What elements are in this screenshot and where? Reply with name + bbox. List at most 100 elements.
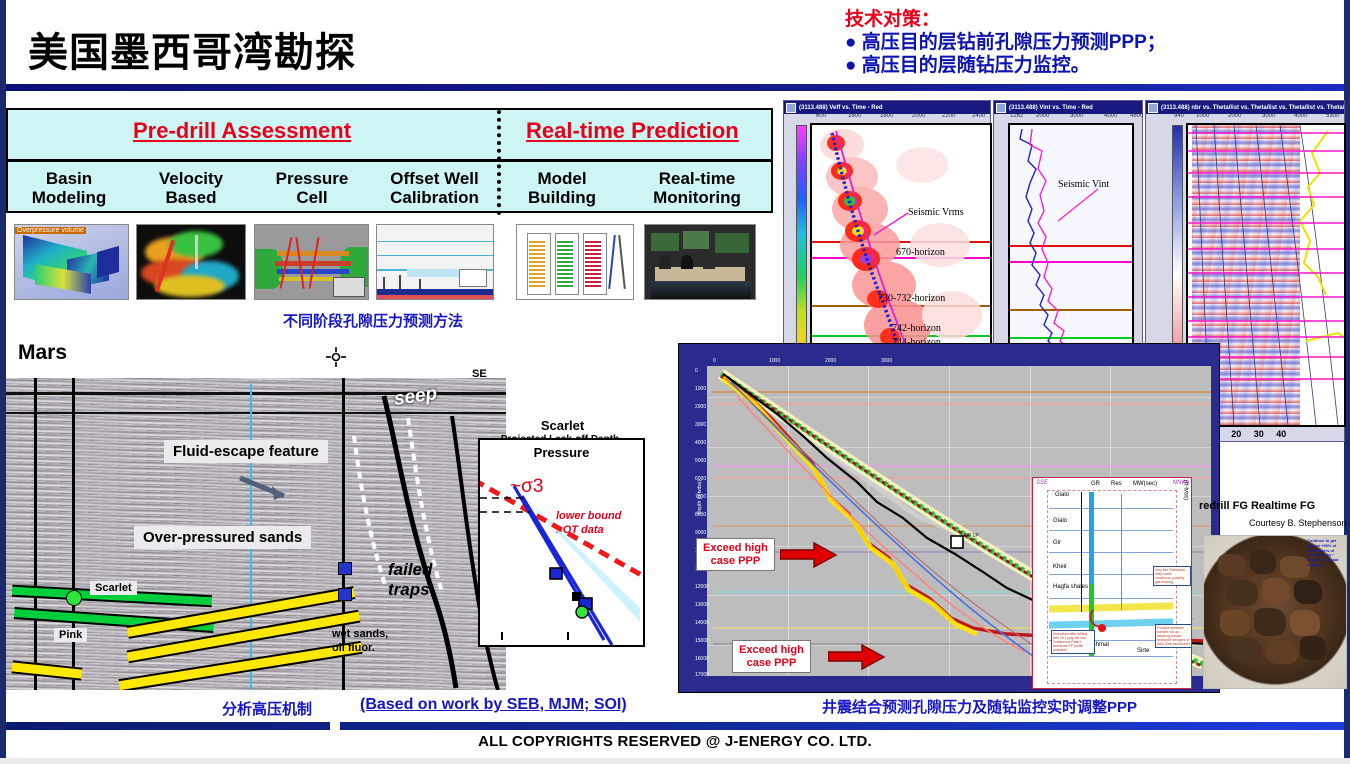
ppp-ytick-7: 7000: [695, 494, 707, 500]
well-track-1: [34, 378, 37, 690]
caption-attribution: (Based on work by SEB, MJM; SOI): [360, 696, 627, 713]
well-pick-square-2: [338, 588, 352, 601]
mars-section-title: Mars: [18, 341, 68, 364]
well-track-3: [342, 378, 345, 690]
workflow-caption: 不同阶段孔隙压力预测方法: [283, 313, 464, 330]
window-icon: [786, 102, 796, 113]
ppp-ytick-15: 15000: [695, 638, 709, 644]
velocity-panel-gather-titlebar[interactable]: (3113.488) nbr vs. Theta/list vs. Theta/…: [1146, 101, 1344, 114]
thumbnail-model-building: [516, 224, 634, 300]
tag-oil-fluor: oil fluor.: [332, 642, 375, 654]
callout-2-arrow-icon: [828, 644, 886, 670]
ppp-ytick-14: 14000: [695, 620, 709, 626]
page-title: 美国墨西哥湾勘探: [28, 31, 356, 75]
workflow-col-model-building: Model Building: [497, 162, 627, 214]
thumbnail-velocity-based: [136, 224, 246, 300]
vint-annot-seismic-vint: Seismic Vint: [1058, 179, 1110, 190]
ppp-ytick-8: 8000: [695, 512, 707, 518]
tech-notes: 技术对策： ● 高压目的层钻前孔隙压力预测PPP； ● 高压目的层随钻压力监控。: [845, 8, 1345, 78]
ppp-xtick-1: 1000: [769, 358, 781, 364]
workflow-col-real-time-monitoring-l1: Real-time: [658, 168, 736, 188]
vint-xtick-4: 4800: [1130, 113, 1144, 119]
well-pick-square-1: [338, 562, 352, 575]
workflow-col-offset-well-calibration-l1: Offset Well: [390, 168, 479, 188]
callout-1-line2: case PPP: [710, 554, 761, 567]
tag-scarlet: Scarlet: [90, 581, 137, 595]
well-panel-depth-label: Depth (ft-tvss): [1183, 477, 1189, 500]
well-panel-formation-4: Hagfa shales: [1053, 584, 1089, 590]
thumbnail-pressure-cell: [254, 224, 369, 300]
well-panel-formation-3: Kheir: [1053, 564, 1068, 570]
gather-xtick-3: 3000: [1262, 113, 1276, 119]
veff-annot-seismic-vrms: Seismic Vrms: [908, 207, 964, 218]
well-track-2: [72, 378, 75, 690]
vint-xtick-3: 4000: [1104, 113, 1118, 119]
workflow-phase-row: Pre-drill Assessment Real-time Predictio…: [8, 110, 771, 162]
callout-1-arrow-icon: [780, 542, 838, 568]
workflow-columns: Basin Modeling Velocity Based Pressure C…: [8, 162, 771, 214]
thumbnail-offset-well-calibration: [376, 224, 494, 300]
workflow-col-velocity-based-l1: Velocity: [158, 168, 224, 188]
ppp-ytick-2: 2000: [695, 404, 707, 410]
well-panel-curve-res: Res: [1111, 481, 1122, 487]
scarlet-axis-label: Pressure: [533, 445, 590, 460]
vint-xtick-1: 2000: [1036, 113, 1050, 119]
workflow-col-model-building-l2: Building: [528, 188, 596, 207]
workflow-col-pressure-cell-l1: Pressure: [275, 168, 349, 188]
velocity-panel-vint-titlebar[interactable]: (3113.488) Vint vs. Time - Red: [994, 101, 1142, 114]
ppp-ytick-12: 12000: [695, 584, 709, 590]
workflow-table: Pre-drill Assessment Real-time Predictio…: [6, 108, 773, 215]
workflow-col-pressure-cell: Pressure Cell: [252, 162, 372, 214]
veff-horizon-line-670r: [812, 241, 990, 243]
escape-arrow-icon: [239, 475, 285, 500]
fault-chimney: [352, 395, 500, 690]
ppp-marker-label-op-lp: OP LP: [964, 533, 979, 540]
workflow-col-model-building-l1: Model: [537, 168, 587, 188]
tech-note-2: ● 高压目的层随钻压力监控。: [845, 55, 1090, 77]
well-panel-formation-1: Gialo: [1053, 518, 1068, 524]
thumbnail-basin-modeling-caption: Overpressure volume: [15, 227, 86, 234]
well-panel-note-2: Kick taken after drilling with 16.1 ppg …: [1051, 630, 1095, 655]
veff-xtick-3: 2000: [912, 113, 926, 119]
veff-horizon-label-730: 730-732-horizon: [878, 293, 946, 304]
tag-fluid-escape: Fluid-escape feature: [164, 440, 328, 463]
veff-horizon-label-742: 742-horizon: [892, 323, 941, 334]
gather-xtick-0: 940: [1174, 113, 1185, 119]
tech-notes-header: 技术对策：: [845, 9, 941, 30]
callout-2-line1: Exceed high: [739, 644, 804, 656]
photo-courtesy: Courtesy B. Stephenson: [1249, 518, 1347, 528]
vint-horizon-line-brown: [1010, 309, 1132, 311]
scarlet-lot-label: lower bound LOT data: [556, 510, 621, 538]
footer-divider-gap: [330, 722, 340, 730]
velocity-panel-gather[interactable]: (3113.488) nbr vs. Theta/list vs. Theta/…: [1145, 100, 1346, 442]
footer-divider: [6, 722, 1344, 730]
ppp-ytick-3: 3000: [695, 422, 707, 428]
veff-xtick-0: 600: [816, 113, 827, 119]
workflow-col-basin-modeling: Basin Modeling: [8, 162, 130, 214]
tag-failed: failed: [388, 560, 433, 579]
footer-baseline: [0, 758, 1350, 764]
veff-horizon-line-670: [812, 257, 990, 259]
ppp-ytick-4: 4000: [695, 440, 707, 446]
crosshair-icon: [326, 347, 346, 367]
well-panel-formation-6: Sirte: [1137, 648, 1150, 654]
vint-xtick-2: 3000: [1070, 113, 1084, 119]
workflow-col-velocity-based-l2: Based: [165, 188, 217, 207]
vint-horizon-line-magenta: [1010, 261, 1132, 263]
callout-exceed-high-case-ppp-1: Exceed high case PPP: [696, 538, 775, 572]
workflow-thumbnails: Overpressure volume: [6, 224, 776, 306]
workflow-col-basin-modeling-l1: Basin: [45, 168, 93, 188]
title-divider: [6, 84, 1344, 91]
workflow-col-pressure-cell-l2: Cell: [296, 188, 328, 207]
ppp-ytick-6: 6000: [695, 476, 707, 482]
workflow-col-basin-modeling-l2: Modeling: [31, 188, 107, 207]
workflow-col-velocity-based: Velocity Based: [130, 162, 252, 214]
mars-seismic-section: seep Fluid-escape feature Over-pressured…: [6, 378, 506, 690]
veff-xtick-1: 1600: [848, 113, 862, 119]
well-panel-curve-mw: MW(sec): [1133, 481, 1157, 487]
well-panel-curve-gr: GR: [1091, 481, 1100, 487]
velocity-panel-veff-titlebar[interactable]: (3113.488) Veff vs. Time - Red: [784, 101, 990, 114]
ppp-ytick-13: 13000: [695, 602, 709, 608]
velocity-panel-veff-title: (3113.488) Veff vs. Time - Red: [799, 104, 883, 111]
workflow-col-offset-well-calibration: Offset Well Calibration: [372, 162, 497, 214]
